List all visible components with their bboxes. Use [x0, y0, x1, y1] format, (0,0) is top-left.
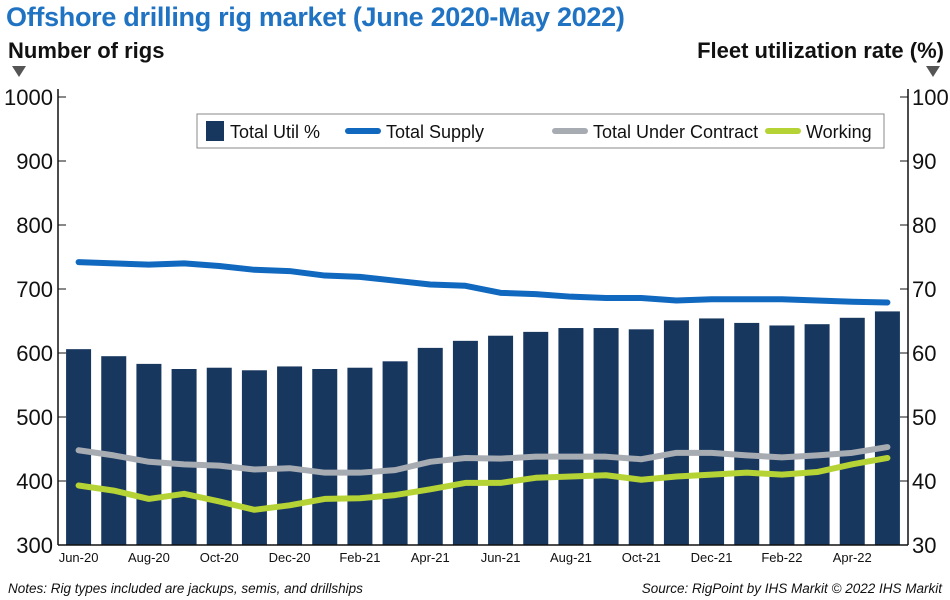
bar-Nov-20	[241, 370, 267, 545]
bar-Aug-21	[558, 328, 584, 545]
legend-label: Total Under Contract	[593, 122, 758, 142]
right-tick-label: 60	[912, 341, 936, 366]
x-tick-label: Apr-21	[411, 550, 450, 565]
right-axis-marker-icon	[926, 66, 940, 77]
x-tick-label: Jun-21	[481, 550, 521, 565]
line-total-supply	[75, 259, 891, 306]
left-tick-label: 400	[16, 469, 53, 494]
x-tick-label: Dec-20	[269, 550, 311, 565]
source: Source: RigPoint by IHS Markit © 2022 IH…	[641, 581, 942, 596]
legend-swatch-0	[206, 121, 224, 141]
x-tick-label: Feb-22	[761, 550, 802, 565]
right-tick-label: 90	[912, 149, 936, 174]
right-tick-label: 30	[912, 533, 936, 558]
left-tick-label: 500	[16, 405, 53, 430]
bar-Jul-21	[523, 331, 549, 545]
x-tick-label: Jun-20	[59, 550, 99, 565]
bar-Dec-20	[277, 366, 303, 545]
bar-Jun-20	[66, 349, 92, 545]
line-total-under-contract	[75, 444, 891, 476]
left-axis-title: Number of rigs	[8, 38, 165, 63]
bar-Apr-21	[417, 347, 443, 545]
x-tick-label: Feb-21	[339, 550, 380, 565]
bar-Dec-21	[699, 318, 725, 545]
left-tick-label: 300	[16, 533, 53, 558]
right-tick-label: 50	[912, 405, 936, 430]
bar-Feb-22	[769, 325, 795, 545]
left-tick-label: 600	[16, 341, 53, 366]
bar-Mar-21	[382, 361, 408, 545]
legend-label: Total Supply	[386, 122, 484, 142]
bar-Sep-21	[593, 328, 619, 545]
right-tick-label: 80	[912, 213, 936, 238]
right-tick-label: 100	[912, 85, 949, 110]
bar-Feb-21	[347, 367, 373, 545]
bar-Aug-20	[136, 363, 162, 545]
left-tick-label: 700	[16, 277, 53, 302]
left-axis-marker-icon	[12, 66, 26, 77]
x-tick-label: Dec-21	[691, 550, 733, 565]
chart-title: Offshore drilling rig market (June 2020-…	[6, 2, 625, 32]
bar-Oct-21	[628, 329, 654, 545]
left-tick-label: 900	[16, 149, 53, 174]
bar-Jul-20	[101, 356, 127, 545]
right-axis-title: Fleet utilization rate (%)	[697, 38, 944, 63]
bar-Sep-20	[171, 369, 197, 545]
right-tick-label: 40	[912, 469, 936, 494]
bar-Nov-21	[663, 320, 689, 545]
bar-Jan-21	[312, 369, 338, 545]
notes: Notes: Rig types included are jackups, s…	[8, 581, 363, 596]
right-tick-label: 70	[912, 277, 936, 302]
x-tick-label: Oct-20	[200, 550, 239, 565]
left-tick-label: 800	[16, 213, 53, 238]
x-tick-label: Aug-21	[550, 550, 592, 565]
bar-Mar-22	[804, 324, 830, 545]
bar-May-21	[452, 340, 478, 545]
legend-label: Total Util %	[230, 122, 320, 142]
bar-Jan-22	[734, 322, 760, 545]
bar-Apr-22	[839, 317, 865, 545]
x-tick-label: Apr-22	[833, 550, 872, 565]
bar-Jun-21	[488, 335, 514, 545]
bar-Oct-20	[206, 367, 232, 545]
x-tick-label: Oct-21	[622, 550, 661, 565]
bar-May-22	[874, 311, 900, 545]
legend-label: Working	[806, 122, 872, 142]
line-working	[75, 454, 891, 513]
left-tick-label: 1000	[4, 85, 53, 110]
x-tick-label: Aug-20	[128, 550, 170, 565]
